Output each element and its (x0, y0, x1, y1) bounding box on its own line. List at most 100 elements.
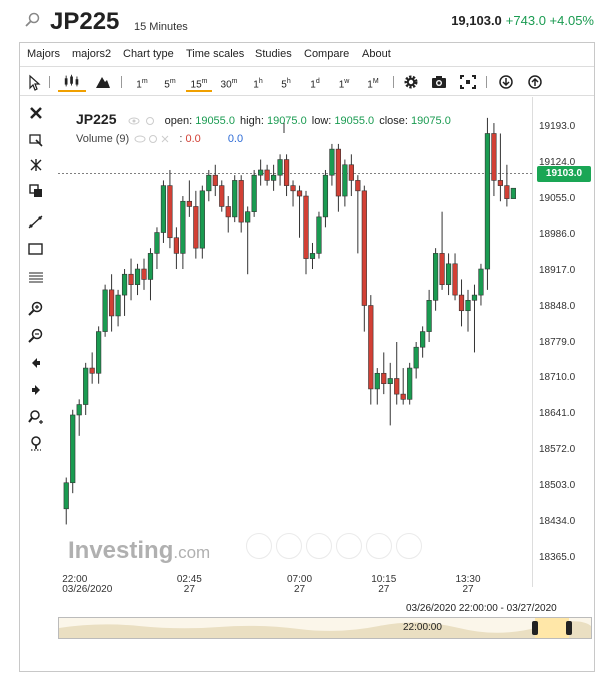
volume-controls-icon[interactable] (134, 134, 174, 144)
fibonacci-icon[interactable] (26, 267, 46, 287)
menu-majors2[interactable]: majors2 (72, 48, 112, 60)
time-axis[interactable]: 22:00 03/26/2020 02:45 27 07:00 27 10:15 27 13:3… (20, 575, 532, 605)
interval-1M[interactable]: 1M (367, 78, 379, 91)
candle[interactable] (225, 196, 231, 233)
candle[interactable] (413, 342, 419, 379)
interval-1h[interactable]: 1h (253, 78, 263, 91)
candle[interactable] (245, 206, 251, 275)
scroll-right-icon[interactable] (26, 380, 46, 400)
candle[interactable] (70, 409, 76, 494)
candle[interactable] (63, 477, 69, 525)
search-icon[interactable] (24, 12, 40, 28)
price-axis[interactable]: 19193.0 19124.0 19055.0 18986.0 18917.0 18848… (532, 97, 594, 587)
zoom-fit-icon[interactable] (26, 434, 46, 454)
candle[interactable] (420, 326, 426, 358)
candle[interactable] (173, 227, 179, 270)
candle[interactable] (374, 368, 380, 405)
candle[interactable] (83, 362, 89, 415)
candle[interactable] (355, 175, 361, 254)
candle[interactable] (264, 164, 270, 186)
mountain-icon[interactable] (94, 72, 112, 92)
candle[interactable] (121, 269, 128, 316)
interval-5m[interactable]: 5m (164, 78, 176, 91)
candle[interactable] (368, 295, 374, 405)
download-icon[interactable] (497, 72, 515, 92)
pointer-icon[interactable] (27, 72, 41, 92)
candle[interactable] (445, 253, 452, 296)
candle[interactable] (96, 326, 102, 384)
candle[interactable] (277, 154, 283, 186)
candle[interactable] (206, 169, 212, 202)
candle[interactable] (426, 289, 432, 342)
interval-5h[interactable]: 5h (281, 78, 291, 91)
candle[interactable] (134, 263, 141, 296)
candle[interactable] (193, 190, 199, 259)
nav-zoom-out-button[interactable] (276, 533, 302, 559)
zoom-in-icon[interactable] (26, 299, 46, 319)
eye-icon[interactable] (128, 116, 158, 126)
candle[interactable] (102, 284, 108, 337)
candle[interactable] (238, 175, 244, 233)
candle[interactable] (258, 159, 264, 186)
candle[interactable] (232, 175, 238, 223)
candle[interactable] (108, 274, 115, 332)
candle[interactable] (309, 242, 316, 270)
menu-chart-type[interactable]: Chart type (123, 48, 174, 60)
candle[interactable] (342, 159, 348, 207)
candle[interactable] (186, 180, 192, 217)
menu-time-scales[interactable]: Time scales (186, 48, 245, 60)
crosshair-select-icon[interactable] (26, 130, 46, 150)
candle[interactable] (283, 154, 290, 197)
interval-1d[interactable]: 1d (310, 78, 320, 91)
candle[interactable] (439, 211, 445, 290)
nav-zoom-in-button[interactable] (306, 533, 332, 559)
nav-zoom-reset-button[interactable] (336, 533, 362, 559)
candle[interactable] (361, 185, 367, 332)
zoom-reset-icon[interactable] (26, 407, 46, 427)
candle[interactable] (212, 164, 218, 197)
interval-30m[interactable]: 30m (220, 78, 238, 91)
candle[interactable] (348, 154, 354, 197)
trendline-icon[interactable] (26, 212, 46, 232)
navigator-selection[interactable] (535, 618, 569, 638)
gear-icon[interactable] (402, 72, 420, 92)
candle[interactable] (303, 190, 309, 275)
candle[interactable] (432, 248, 439, 311)
zoom-out-icon[interactable] (26, 326, 46, 346)
candle[interactable] (290, 180, 296, 207)
rectangle-icon[interactable] (26, 239, 46, 259)
candle[interactable] (497, 133, 504, 202)
candlestick-plot[interactable] (58, 97, 532, 587)
candlestick-icon[interactable] (58, 72, 86, 92)
candle[interactable] (394, 342, 400, 405)
candle[interactable] (141, 258, 147, 290)
camera-icon[interactable] (430, 72, 448, 92)
navigator-right-handle[interactable] (566, 621, 572, 635)
candle[interactable] (296, 185, 303, 238)
candle[interactable] (400, 368, 406, 405)
menu-studies[interactable]: Studies (255, 48, 292, 60)
candle[interactable] (128, 258, 134, 301)
candle[interactable] (199, 185, 205, 259)
close-icon[interactable] (26, 103, 46, 123)
nav-left-button[interactable] (246, 533, 272, 559)
candle[interactable] (147, 248, 154, 301)
candle[interactable] (491, 123, 497, 197)
interval-15m[interactable]: 15m (186, 72, 212, 92)
candle[interactable] (271, 164, 277, 191)
candle[interactable] (115, 289, 121, 327)
candle[interactable] (458, 279, 465, 327)
candle[interactable] (154, 227, 160, 270)
nav-right-button[interactable] (396, 533, 422, 559)
candle[interactable] (465, 289, 471, 332)
nav-fit-button[interactable] (366, 533, 392, 559)
scroll-left-icon[interactable] (26, 353, 46, 373)
menu-majors[interactable]: Majors (27, 48, 61, 60)
menu-about[interactable]: About (362, 48, 391, 60)
magnet-icon[interactable] (26, 155, 46, 175)
candle[interactable] (167, 169, 173, 249)
candle[interactable] (387, 362, 393, 426)
candle[interactable] (160, 180, 167, 243)
candle[interactable] (76, 399, 82, 436)
candle[interactable] (329, 143, 335, 186)
